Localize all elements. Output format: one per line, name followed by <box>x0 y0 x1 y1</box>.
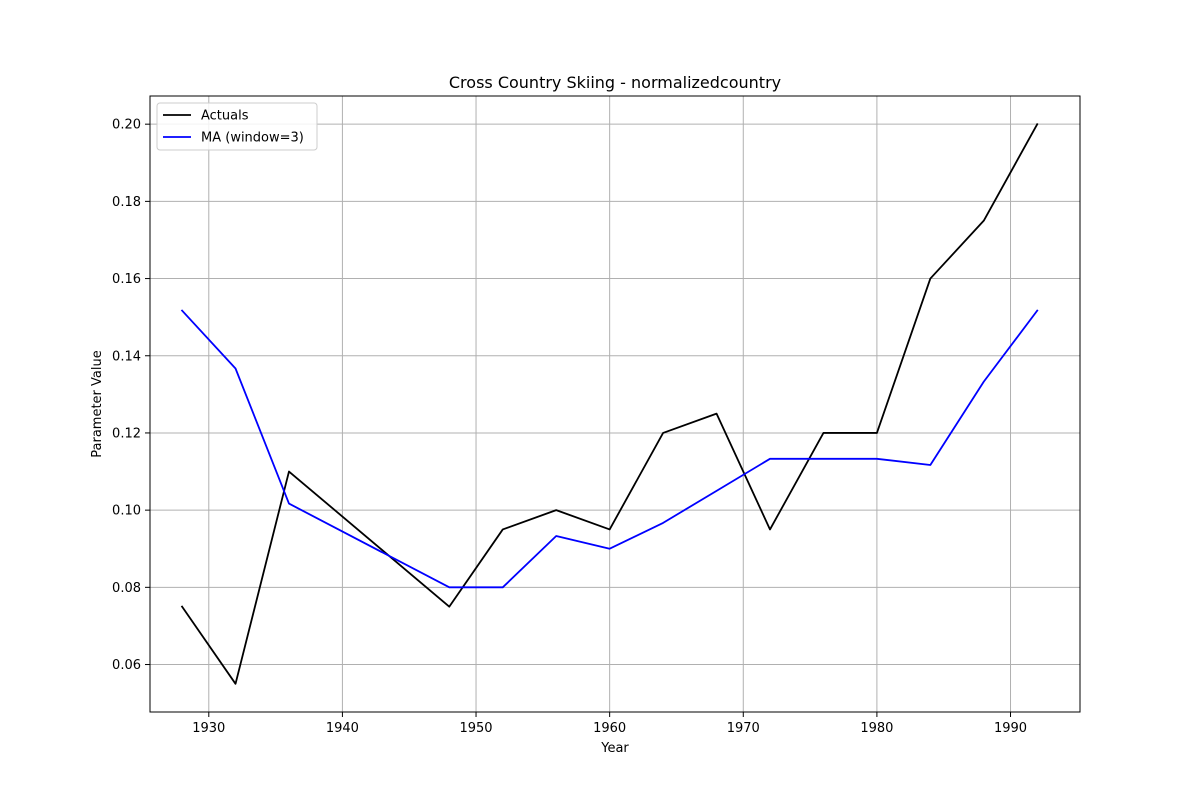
legend-box <box>156 102 318 151</box>
x-tick-label: 1980 <box>860 721 893 736</box>
x-axis: 1930 1940 1950 1960 1970 1980 1990 <box>192 712 1027 736</box>
x-tick-label: 1990 <box>994 721 1027 736</box>
chart-title: Cross Country Skiing - normalizedcountry <box>449 73 781 92</box>
series-layer <box>180 122 1039 685</box>
x-axis-label: Year <box>600 741 629 756</box>
legend-label: MA (window=3) <box>201 131 304 146</box>
x-tick-label: 1950 <box>459 721 492 736</box>
y-tick-label: 0.08 <box>112 581 141 596</box>
x-tick-label: 1930 <box>192 721 225 736</box>
y-tick-label: 0.16 <box>112 272 141 287</box>
y-tick-label: 0.14 <box>112 349 141 364</box>
series-line-1 <box>180 309 1039 589</box>
x-tick-label: 1960 <box>593 721 626 736</box>
y-axis-label: Parameter Value <box>90 350 105 457</box>
y-tick-label: 0.10 <box>112 504 141 519</box>
y-axis: 0.06 0.08 0.10 0.12 0.14 0.16 0.18 0.20 <box>112 118 150 673</box>
y-tick-label: 0.06 <box>112 658 141 673</box>
y-tick-label: 0.18 <box>112 195 141 210</box>
series-line-0 <box>180 122 1039 685</box>
grid <box>150 96 1080 712</box>
legend: Actuals MA (window=3) <box>156 102 318 151</box>
x-tick-label: 1970 <box>727 721 760 736</box>
y-tick-label: 0.12 <box>112 426 141 441</box>
plot-frame <box>149 95 1081 713</box>
y-tick-label: 0.20 <box>112 118 141 133</box>
x-tick-label: 1940 <box>326 721 359 736</box>
legend-label: Actuals <box>201 109 249 124</box>
